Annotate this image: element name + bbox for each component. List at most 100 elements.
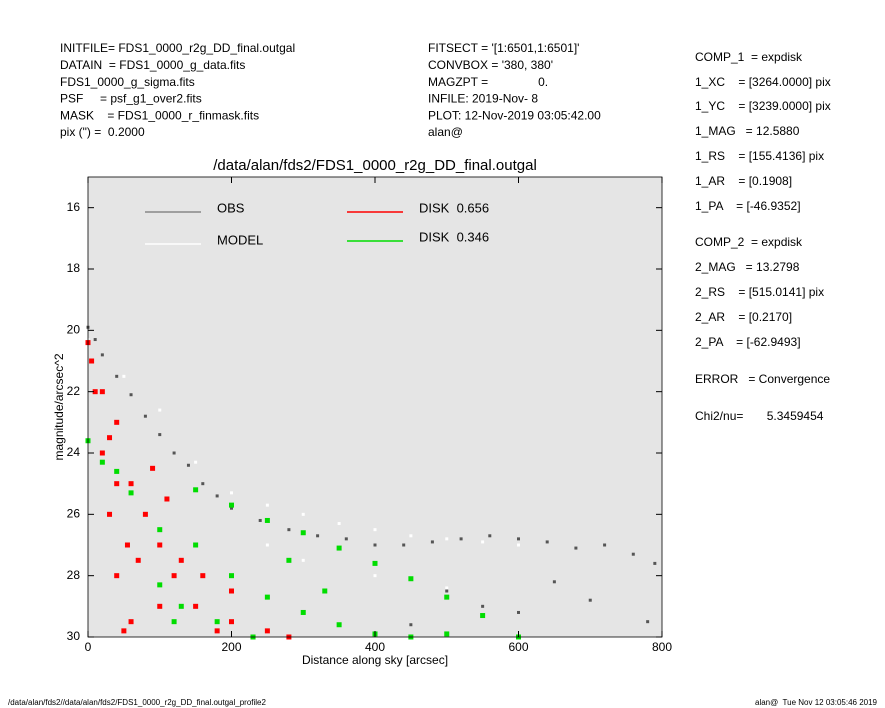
point [114, 481, 120, 487]
header-text: FITSECT = '[1:6501,1:6501]' [428, 41, 579, 55]
point [287, 528, 291, 532]
point [193, 542, 199, 548]
point [336, 545, 342, 551]
point [545, 540, 549, 544]
legend-label: DISK 0.656 [419, 200, 489, 215]
point [93, 338, 97, 342]
point [552, 580, 556, 584]
point [164, 496, 170, 502]
header-text: pix (") = 0.2000 [60, 125, 145, 139]
point [193, 603, 199, 609]
point [230, 491, 233, 495]
point [172, 451, 176, 455]
point [157, 542, 163, 548]
param-text: 1_MAG = 12.5880 [695, 124, 800, 138]
param-text: 1_AR = [0.1908] [695, 174, 792, 188]
point [445, 537, 449, 541]
point [157, 527, 163, 533]
point [603, 543, 607, 547]
point [653, 561, 657, 565]
series [85, 340, 292, 640]
point [194, 460, 198, 464]
point [258, 518, 262, 522]
point [171, 619, 177, 625]
point [128, 619, 134, 625]
point [229, 588, 234, 594]
point [409, 623, 413, 627]
point [114, 419, 120, 425]
point [89, 358, 95, 364]
header-text: CONVBOX = '380, 380' [428, 58, 553, 72]
footer-text: alan@ Tue Nov 12 03:05:46 2019 [755, 698, 878, 707]
point [178, 557, 184, 563]
point [459, 537, 463, 541]
x-tick-label: 600 [508, 640, 528, 654]
header-text: INITFILE= FDS1_0000_r2g_DD_final.outgal [60, 41, 295, 55]
point [517, 537, 520, 541]
param-text: Chi2/nu= 5.3459454 [695, 409, 824, 423]
header-text: DATAIN = FDS1_0000_g_data.fits [60, 58, 245, 72]
header-text: MAGZPT = 0. [428, 75, 548, 89]
y-tick-label: 20 [67, 323, 81, 337]
point [408, 576, 414, 582]
header-text: alan@ [428, 125, 463, 139]
point [445, 586, 449, 590]
point [157, 603, 163, 609]
header-text: MASK = FDS1_0000_r_finmask.fits [60, 108, 259, 122]
param-text: COMP_2 = expdisk [695, 235, 803, 249]
point [158, 408, 162, 412]
point [264, 594, 270, 600]
param-text: 1_PA = [-46.9352] [695, 199, 801, 213]
point [121, 628, 127, 634]
plot-area [88, 177, 662, 637]
point [99, 459, 105, 465]
header-text: INFILE: 2019-Nov- 8 [428, 92, 538, 106]
point [344, 537, 348, 541]
point [99, 389, 105, 395]
point [373, 528, 377, 532]
point [481, 540, 485, 544]
point [230, 506, 233, 510]
point [265, 503, 269, 507]
legend-label: MODEL [217, 232, 263, 247]
point [588, 598, 592, 602]
point [186, 463, 190, 467]
point [107, 511, 113, 517]
point [100, 353, 104, 357]
point [157, 582, 163, 588]
point [337, 522, 341, 526]
param-text: 1_RS = [155.4136] pix [695, 149, 824, 163]
point [215, 494, 219, 498]
point [150, 465, 156, 471]
x-tick-label: 0 [85, 640, 92, 654]
point [402, 543, 406, 547]
param-text: 2_RS = [515.0141] pix [695, 285, 824, 299]
point [336, 622, 342, 628]
point [229, 573, 234, 579]
point [301, 512, 305, 516]
param-text: 2_PA = [-62.9493] [695, 335, 801, 349]
point [444, 594, 450, 600]
point [517, 610, 520, 614]
point [316, 534, 320, 538]
y-tick-label: 28 [67, 568, 81, 582]
point [114, 468, 120, 474]
point [488, 534, 492, 538]
header-text: PSF = psf_g1_over2.fits [60, 92, 202, 106]
point [214, 619, 220, 625]
footer-text: /data/alan/fds2//data/alan/fds2/FDS1_000… [8, 698, 267, 707]
series [86, 325, 657, 627]
param-text: 1_YC = [3239.0000] pix [695, 99, 831, 113]
point [229, 619, 234, 625]
chart-title: /data/alan/fds2/FDS1_0000_r2g_DD_final.o… [213, 157, 537, 174]
y-tick-label: 24 [67, 445, 81, 459]
point [214, 628, 220, 634]
point [135, 557, 141, 563]
point [631, 552, 635, 556]
point [92, 389, 98, 395]
point [193, 487, 199, 493]
x-tick-label: 400 [365, 640, 385, 654]
param-text: COMP_1 = expdisk [695, 50, 803, 64]
point [171, 573, 177, 579]
